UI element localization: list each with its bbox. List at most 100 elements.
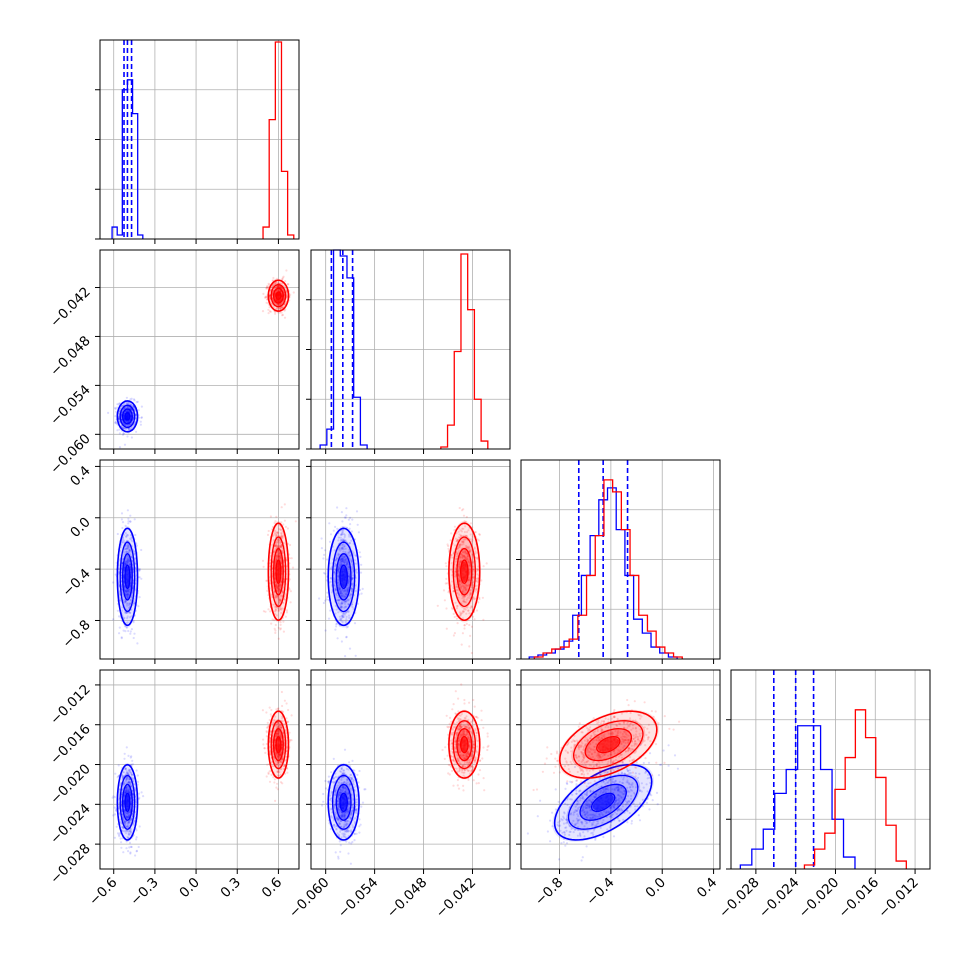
- scatter-point: [126, 561, 129, 564]
- scatter-point: [121, 540, 124, 543]
- scatter-point: [467, 576, 470, 580]
- scatter-point: [127, 781, 130, 784]
- scatter-point: [128, 792, 131, 795]
- contour-line: [339, 564, 348, 590]
- histogram-step: [111, 79, 144, 239]
- scatter-point: [351, 576, 354, 579]
- scatter-point: [138, 796, 141, 800]
- scatter-point: [131, 591, 134, 594]
- scatter-point: [129, 781, 132, 784]
- scatter-point: [335, 594, 338, 597]
- scatter-point: [124, 590, 127, 593]
- scatter-point: [338, 567, 341, 570]
- scatter-point: [271, 543, 274, 546]
- scatter-point: [459, 534, 463, 537]
- scatter-point: [125, 550, 128, 554]
- scatter-point: [134, 418, 137, 421]
- scatter-point: [467, 554, 470, 558]
- scatter-point: [122, 539, 125, 542]
- scatter-point: [460, 612, 463, 615]
- scatter-point: [280, 535, 283, 538]
- scatter-point: [126, 595, 129, 598]
- scatter-point: [126, 405, 130, 408]
- scatter-point: [126, 604, 129, 607]
- scatter-point: [140, 405, 143, 408]
- scatter-point: [130, 784, 133, 787]
- scatter-point: [340, 594, 343, 597]
- scatter-point: [288, 557, 291, 560]
- scatter-point: [344, 547, 347, 550]
- scatter-point: [136, 642, 139, 645]
- scatter-point: [468, 579, 471, 582]
- scatter-point: [274, 594, 277, 597]
- scatter-point: [465, 588, 468, 591]
- scatter-point: [347, 552, 350, 555]
- scatter-point: [127, 813, 130, 816]
- scatter-point: [455, 540, 458, 543]
- scatter-point: [349, 516, 352, 519]
- scatter-point: [470, 651, 473, 655]
- scatter-point: [121, 825, 124, 828]
- scatter-point: [269, 713, 272, 716]
- scatter-point: [277, 549, 280, 552]
- scatter-point: [278, 540, 281, 543]
- scatter-point: [345, 600, 348, 603]
- scatter-point: [334, 628, 337, 631]
- scatter-point: [276, 546, 279, 549]
- scatter-point: [351, 582, 354, 585]
- scatter-point: [280, 306, 283, 309]
- scatter-point: [284, 280, 287, 283]
- scatter-point: [276, 282, 279, 285]
- scatter-point: [126, 421, 129, 424]
- scatter-point: [128, 549, 131, 552]
- scatter-point: [132, 636, 135, 640]
- scatter-point: [129, 520, 132, 523]
- scatter-point: [327, 617, 331, 620]
- scatter-point: [276, 585, 279, 588]
- scatter-point: [274, 580, 277, 583]
- scatter-point: [277, 595, 280, 598]
- scatter-point: [334, 589, 337, 592]
- scatter-point: [353, 559, 356, 562]
- scatter-point: [465, 622, 468, 625]
- scatter-point: [276, 595, 279, 598]
- scatter-point: [123, 616, 126, 619]
- scatter-point: [351, 561, 354, 564]
- scatter-point: [126, 771, 129, 774]
- scatter-point: [123, 562, 127, 565]
- scatter-point: [462, 595, 465, 598]
- scatter-point: [278, 597, 281, 600]
- scatter-point: [267, 529, 270, 533]
- scatter-point: [124, 532, 127, 535]
- scatter-point: [471, 586, 474, 589]
- scatter-point: [124, 562, 127, 565]
- scatter-point: [138, 825, 141, 828]
- scatter-point: [463, 624, 466, 627]
- scatter-point: [344, 595, 347, 599]
- scatter-point: [446, 543, 449, 546]
- scatter-point: [457, 550, 460, 553]
- scatter-point: [275, 558, 278, 561]
- scatter-point: [125, 396, 128, 399]
- scatter-point: [124, 820, 127, 823]
- scatter-point: [349, 593, 352, 596]
- scatter-point: [127, 821, 130, 824]
- scatter-point: [458, 564, 461, 567]
- scatter-point: [122, 541, 125, 544]
- scatter-point: [460, 586, 463, 589]
- scatter-point: [339, 590, 343, 593]
- scatter-point: [121, 526, 124, 530]
- scatter-point: [284, 615, 287, 618]
- scatter-point: [123, 820, 126, 823]
- scatter-point: [284, 525, 287, 528]
- contour-line: [335, 553, 352, 601]
- scatter-point: [131, 592, 134, 595]
- scatter-point: [351, 567, 354, 570]
- scatter-point: [346, 588, 349, 591]
- scatter-point: [462, 588, 465, 591]
- scatter-point: [116, 403, 119, 406]
- scatter-point: [126, 533, 129, 536]
- scatter-point: [480, 579, 483, 582]
- scatter-point: [128, 810, 132, 813]
- scatter-point: [272, 276, 275, 280]
